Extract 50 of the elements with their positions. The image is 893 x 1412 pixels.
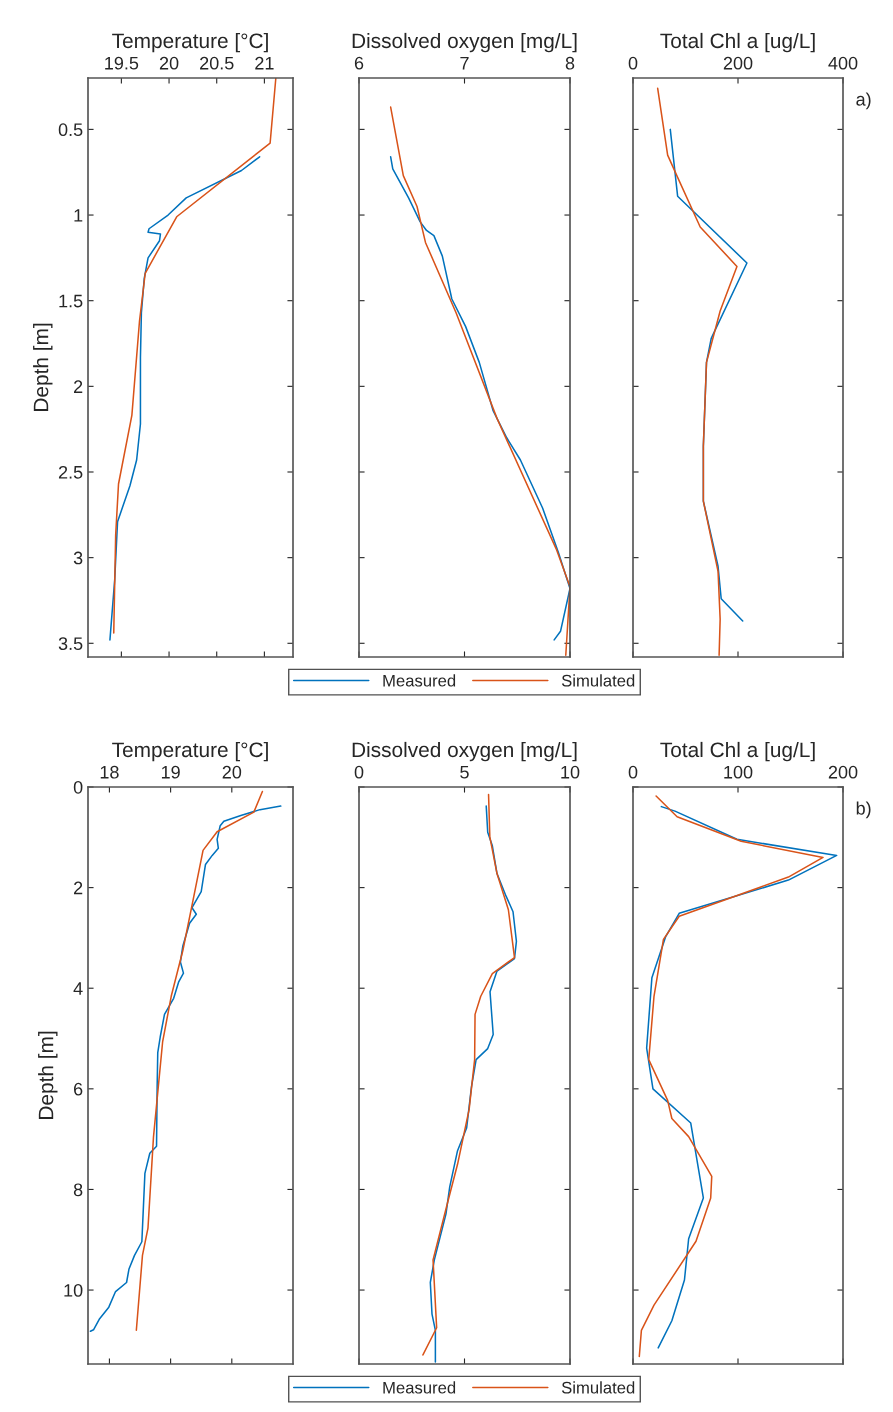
y-tick-label: 3.5 [58, 637, 83, 651]
text: b) [856, 801, 871, 819]
x-tick-label: 0 [628, 56, 638, 70]
x-tick-label: 10 [561, 765, 580, 779]
x-tick-label: 20 [159, 56, 179, 70]
y-axis-title: Depth [m] [33, 323, 53, 411]
x-axis-title: Temperature [°C] [112, 32, 268, 53]
x-axis-title: Temperature [°C] [112, 741, 268, 762]
legend-label: Measured [383, 1381, 456, 1394]
x-tick-label: 6 [354, 56, 364, 70]
x-tick-label: 20.5 [200, 56, 234, 70]
x-tick-label: 19 [161, 765, 180, 779]
line-series [112, 78, 277, 634]
y-tick-label: 0.5 [58, 123, 83, 137]
y-tick-label: 0 [73, 780, 83, 794]
y-tick-label: 4 [73, 982, 83, 995]
y-tick-label: 6 [74, 1082, 83, 1096]
x-tick-label: 200 [828, 765, 858, 779]
y-axis-title: Depth [m] [38, 1031, 58, 1119]
legend-label: Simulated [561, 674, 635, 687]
line-series [109, 156, 261, 641]
legend-label: Simulated [561, 1381, 635, 1394]
x-tick-label: 0 [354, 765, 364, 779]
y-tick-label: 1 [74, 209, 83, 222]
y-tick-label: 10 [64, 1283, 83, 1297]
x-tick-label: 0 [628, 765, 638, 779]
x-tick-label: 21 [255, 56, 274, 70]
x-tick-label: 5 [460, 765, 469, 779]
y-tick-label: 2 [74, 380, 83, 393]
x-tick-label: 8 [565, 56, 575, 70]
line-series [89, 805, 282, 1333]
y-tick-label: 3 [73, 551, 83, 565]
x-tick-label: 7 [460, 56, 469, 70]
text: a) [856, 92, 871, 110]
x-axis-title: Dissolved oxygen [mg/L] [352, 741, 577, 762]
x-tick-label: 19.5 [105, 56, 139, 70]
y-tick-label: 1.5 [59, 294, 83, 308]
x-tick-label: 100 [724, 765, 753, 779]
x-axis-title: Dissolved oxygen [mg/L] [352, 32, 577, 53]
x-axis-title: Total Chl a [ug/L] [660, 32, 815, 53]
x-tick-label: 200 [723, 56, 753, 70]
x-tick-label: 400 [828, 56, 858, 70]
legend-label: Measured [383, 674, 456, 687]
x-axis-title: Total Chl a [ug/L] [660, 741, 815, 762]
line-series [135, 790, 264, 1332]
x-tick-label: 20 [222, 765, 242, 779]
y-tick-label: 8 [73, 1183, 83, 1197]
y-tick-label: 2 [74, 881, 83, 895]
y-tick-label: 2.5 [58, 465, 83, 479]
x-tick-label: 18 [100, 765, 119, 779]
